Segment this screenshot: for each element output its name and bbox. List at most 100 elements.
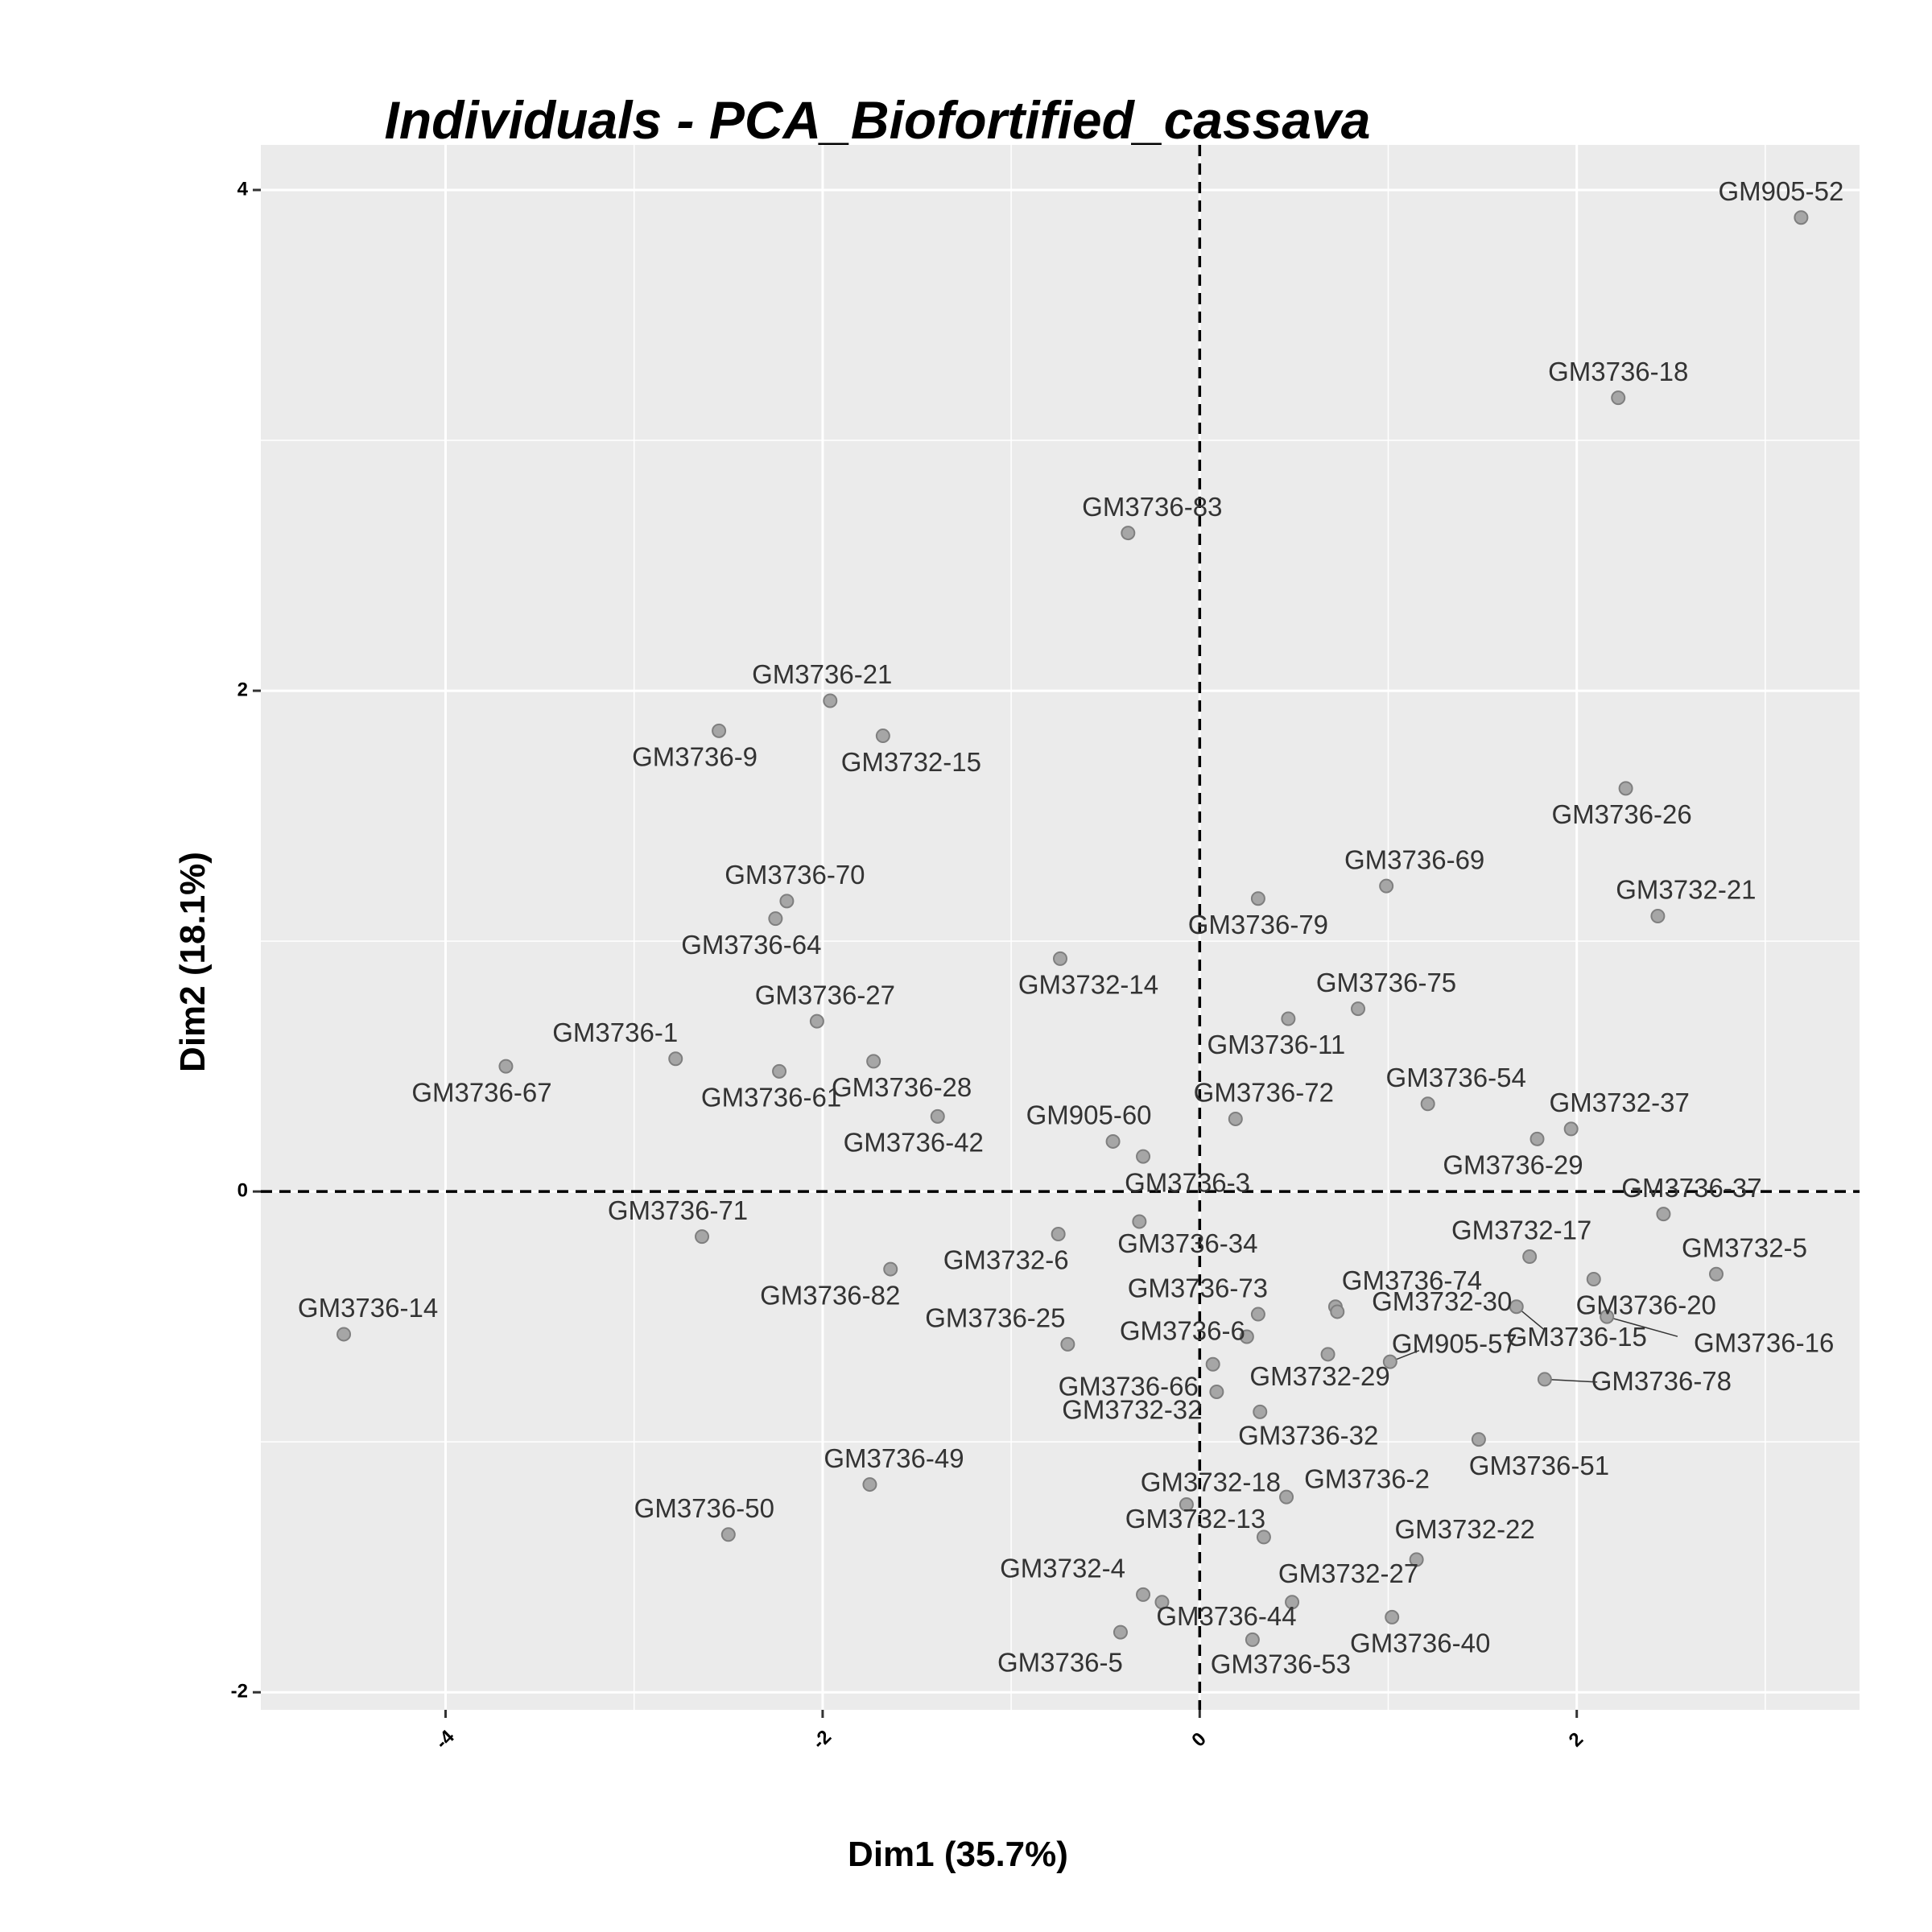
data-point: [1132, 1214, 1147, 1229]
data-point: [1060, 1336, 1075, 1352]
point-label: GM3736-66: [1059, 1371, 1199, 1401]
data-point: [1330, 1304, 1345, 1319]
point-label: GM3736-73: [1128, 1273, 1268, 1302]
point-label: GM3732-6: [943, 1245, 1069, 1275]
data-point: [1209, 1384, 1224, 1399]
label-leader-line: [1544, 1378, 1598, 1383]
point-label: GM3736-83: [1082, 492, 1222, 522]
point-label: GM905-52: [1718, 176, 1843, 206]
data-point: [1537, 1372, 1552, 1387]
point-label: GM3736-50: [634, 1493, 774, 1523]
data-point: [866, 1054, 881, 1069]
data-point: [1279, 1489, 1294, 1505]
point-label: GM3732-5: [1682, 1233, 1807, 1263]
point-label: GM3736-6: [1120, 1315, 1245, 1345]
y-axis-title: Dim2 (18.1%): [173, 852, 213, 1072]
point-label: GM3732-18: [1141, 1468, 1281, 1497]
data-point: [1253, 1404, 1268, 1419]
reference-lines: [261, 145, 1860, 1710]
label-leader-line: [1606, 1315, 1678, 1337]
point-label: GM3736-79: [1188, 910, 1328, 939]
data-point: [1053, 951, 1067, 966]
data-point: [862, 1477, 877, 1492]
data-points: [336, 210, 1809, 1647]
y-tick-label: -2: [231, 1681, 248, 1703]
data-point: [1136, 1149, 1151, 1164]
data-point: [1351, 1001, 1366, 1017]
point-label: GM3736-51: [1469, 1451, 1609, 1480]
plot-panel: [261, 145, 1860, 1710]
point-label: GM3736-25: [925, 1303, 1065, 1333]
point-label: GM3736-20: [1576, 1290, 1716, 1320]
point-label: GM3732-22: [1395, 1514, 1535, 1544]
point-label: GM3736-40: [1350, 1629, 1490, 1658]
data-point: [1522, 1249, 1538, 1265]
point-label: GM3736-54: [1386, 1063, 1526, 1092]
data-point: [1285, 1595, 1300, 1610]
point-label: GM3736-11: [1207, 1030, 1345, 1059]
data-point: [1600, 1309, 1615, 1324]
data-point: [1239, 1329, 1254, 1344]
point-label: GM3736-82: [760, 1280, 900, 1310]
data-point: [1650, 909, 1666, 924]
point-labels: GM905-52 GM3736-18 GM3736-83 GM3736-21 GM373…: [298, 176, 1843, 1679]
minor-gridlines: [261, 145, 1860, 1710]
point-label: GM3736-42: [844, 1128, 984, 1158]
y-tick-label: 0: [237, 1179, 248, 1201]
point-label: GM3732-17: [1451, 1216, 1591, 1245]
point-label: GM3736-75: [1316, 968, 1456, 997]
point-label: GM3736-15: [1507, 1322, 1647, 1352]
point-label: GM3736-69: [1344, 844, 1484, 874]
data-point: [336, 1327, 352, 1342]
data-point: [1281, 1011, 1296, 1026]
data-point: [695, 1229, 710, 1245]
point-label: GM3736-21: [752, 659, 892, 689]
data-point: [1385, 1609, 1400, 1624]
point-label: GM3732-14: [1018, 970, 1158, 1000]
data-point: [1709, 1266, 1724, 1282]
point-label: GM3736-67: [411, 1077, 551, 1107]
point-label: GM3736-27: [755, 980, 895, 1009]
point-label: GM3736-9: [632, 742, 758, 772]
data-point: [1656, 1207, 1671, 1222]
data-point: [1113, 1624, 1128, 1640]
point-label: GM3736-49: [824, 1443, 964, 1473]
data-point: [779, 894, 795, 909]
data-point: [930, 1108, 945, 1124]
point-label: GM3736-64: [681, 930, 821, 960]
chart-title: Individuals - PCA_Biofortified_cassava: [384, 90, 1370, 150]
data-point: [1051, 1227, 1066, 1242]
point-label: GM905-57: [1392, 1328, 1517, 1358]
data-point: [1121, 526, 1136, 541]
point-label: GM3736-3: [1125, 1167, 1250, 1197]
data-point: [1471, 1432, 1486, 1447]
data-point: [1611, 390, 1626, 406]
point-label: GM3736-28: [832, 1072, 972, 1102]
point-label: GM3732-21: [1616, 875, 1756, 905]
point-label: GM3732-37: [1550, 1088, 1690, 1117]
point-label: GM3732-15: [841, 747, 981, 777]
y-axis-ticks: -2 0 2 4: [231, 178, 261, 1703]
data-point: [498, 1059, 514, 1074]
data-point: [1563, 1121, 1579, 1137]
point-label: GM3736-44: [1156, 1601, 1296, 1631]
point-label: GM3732-27: [1278, 1558, 1418, 1588]
data-point: [1250, 891, 1265, 906]
x-axis-title: Dim1 (35.7%): [848, 1835, 1068, 1874]
data-point: [1179, 1496, 1194, 1512]
point-label: GM3736-16: [1694, 1327, 1834, 1357]
data-point: [1105, 1133, 1121, 1149]
data-point: [1228, 1111, 1243, 1126]
data-point: [1136, 1587, 1151, 1602]
data-point: [883, 1261, 898, 1277]
point-label: GM3736-32: [1238, 1421, 1378, 1451]
point-label: GM3736-18: [1548, 357, 1688, 386]
y-tick-label: 2: [237, 679, 248, 700]
point-label: GM3736-71: [608, 1195, 748, 1225]
data-point: [720, 1527, 736, 1542]
data-point: [823, 693, 838, 708]
data-point: [712, 723, 727, 738]
data-point: [1320, 1347, 1335, 1362]
point-label: GM3736-72: [1194, 1078, 1334, 1108]
data-point: [1420, 1096, 1435, 1112]
